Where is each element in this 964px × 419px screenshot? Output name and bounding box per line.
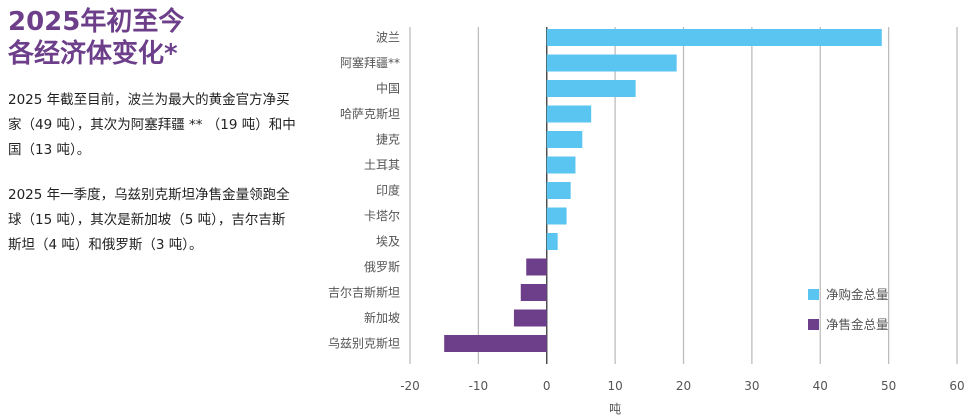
bar-8 [546,233,558,250]
category-label: 捷克 [376,133,400,147]
category-label: 乌兹别克斯坦 [328,336,400,351]
bar-10 [520,284,547,301]
summary-paragraph-buyers: 2025 年截至目前，波兰为最大的黄金官方净买家（49 吨），其次为阿塞拜疆 *… [8,92,296,158]
text-panel: 2025年初至今 各经济体变化* 2025 年截至目前，波兰为最大的黄金官方净买… [8,6,298,258]
title-line-1: 2025年初至今 [8,7,185,37]
category-label: 土耳其 [364,158,400,172]
bar-9 [526,258,547,276]
summary-paragraph-sellers: 2025 年一季度，乌兹别克斯坦净售金量领跑全球（15 吨），其次是新加坡（5 … [8,187,290,253]
bar-5 [546,156,576,174]
category-label: 吉尔吉斯斯坦 [328,285,400,300]
legend-swatch-sell [808,319,819,330]
legend: 净购金总量 净售金总量 [808,287,889,332]
page-title: 2025年初至今 各经济体变化* [8,6,298,70]
category-label: 哈萨克斯坦 [340,107,400,121]
legend-label-buy: 净购金总量 [826,287,889,302]
bar-2 [546,80,636,97]
bar-6 [546,182,571,199]
x-tick-labels: -20 -10 0 10 20 30 40 50 60 [400,379,964,393]
legend-label-sell: 净售金总量 [826,317,889,332]
category-label: 印度 [376,183,400,198]
category-label: 俄罗斯 [364,260,400,274]
bars [444,29,882,352]
bar-12 [444,335,547,352]
bar-1 [546,54,677,72]
bar-11 [513,309,547,327]
x-tick-label: -20 [400,379,420,393]
x-tick-label: 30 [744,379,759,393]
x-tick-label: 10 [607,379,622,393]
grid-lines [409,27,958,364]
category-label: 中国 [376,81,400,96]
x-tick-label: 20 [676,379,691,393]
bar-4 [546,131,583,148]
title-line-2: 各经济体变化* [8,39,178,69]
x-tick-label: 50 [881,379,896,393]
x-tick-label: -10 [469,379,489,393]
category-label: 阿塞拜疆** [340,55,400,70]
x-tick-label: 0 [543,379,551,393]
x-axis-label: 吨 [609,402,621,416]
category-label: 波兰 [376,31,400,45]
legend-swatch-buy [808,289,819,300]
category-label: 埃及 [376,235,400,249]
bar-3 [546,105,592,123]
bar-7 [546,207,567,225]
x-tick-label: 60 [949,379,964,393]
bar-0 [546,29,882,46]
x-tick-label: 40 [813,379,828,393]
category-label: 卡塔尔 [364,208,400,223]
category-label: 新加坡 [364,310,400,325]
